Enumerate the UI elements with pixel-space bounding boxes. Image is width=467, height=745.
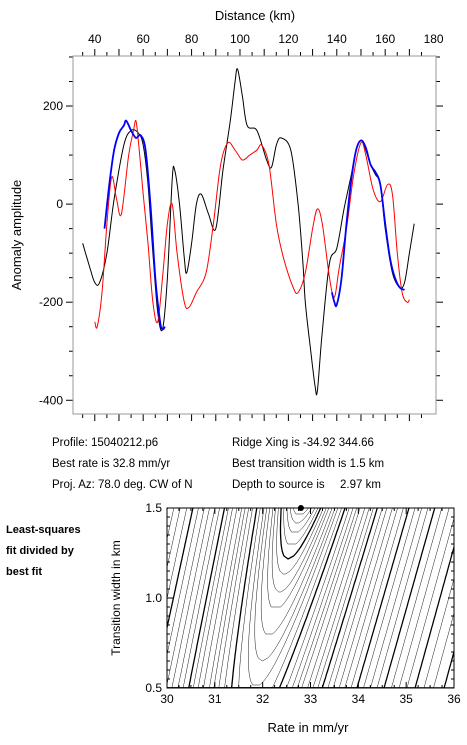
contour-x-tick-label: 31 [208,692,222,706]
anomaly-chart: Distance (km) Anomaly amplitude 40 60 80 10… [9,8,444,421]
side-note-line: Least-squares [6,524,81,536]
contour-line [224,508,350,688]
contour-line [167,517,454,688]
contour-ticks: 30 31 32 33 34 35 36 0.5 1.0 1.5 [145,501,461,706]
side-note-line: fit divided by [6,545,74,557]
contour-line [167,649,454,688]
contour-line [192,508,374,688]
contour-line [167,612,454,688]
best-rate-label: Best rate is 32.8 mm/yr [52,458,171,470]
anomaly-plot-frame [72,55,437,415]
contour-lines [167,508,454,688]
contour-line [260,508,333,635]
synthetic-line [94,119,410,329]
contour-line [271,508,327,593]
contour-line [167,687,454,688]
x-tick-label: 180 [424,32,444,46]
contour-line [218,508,354,688]
contour-line [167,687,454,688]
contour-line [197,508,370,688]
best-width-label: Best transition width is 1.5 km [232,458,385,470]
contour-line [279,508,322,560]
contour-line [177,508,388,688]
contour-y-axis-title: Transition width in km [109,540,123,656]
x-tick-label: 80 [185,32,199,46]
contour-chart: Transition width in km Rate in mm/yr 30 3… [109,501,461,735]
contour-line [209,508,361,688]
contour-line [167,508,436,688]
x-tick-label: 160 [375,32,395,46]
contour-line [167,508,398,688]
contour-x-axis-title: Rate in mm/yr [268,720,350,735]
contour-line [238,508,342,688]
contour-line [167,544,454,688]
contour-y-tick-label: 0.5 [145,681,162,695]
depth-value: 2.97 km [340,479,381,491]
side-note-line: best fit [6,566,43,578]
contour-line [171,508,393,688]
contour-y-tick-label: 1.5 [145,501,162,515]
y-tick-label: 200 [43,99,63,113]
contour-line [286,508,316,533]
depth-label: Depth to source is [232,479,325,491]
model-fit-line [103,119,166,331]
proj-az-label: Proj. Az: 78.0 deg. CW of N [52,479,193,491]
ridge-xing-label: Ridge Xing is -34.92 344.66 [232,437,374,449]
contour-line [167,508,404,688]
best-fit-marker [297,505,304,511]
contour-line [293,508,309,515]
contour-line [230,508,346,688]
y-tick-label: 0 [56,197,63,211]
x-tick-label: 40 [88,32,102,46]
y-tick-label: -400 [39,393,63,407]
anomaly-series-group [82,68,415,396]
side-note: Least-squares fit divided by best fit [6,520,81,583]
y-tick-label: -200 [39,295,63,309]
contour-x-tick-label: 35 [399,692,413,706]
contour-line [283,508,319,545]
x-tick-label: 60 [137,32,151,46]
anomaly-ticks: 40 60 80 100 120 140 160 180 200 0 -200 -400 [39,32,444,421]
contour-line [267,508,330,608]
x-axis-title: Distance (km) [215,8,295,23]
contour-line [167,508,429,688]
contour-line [167,508,416,688]
contour-line [167,508,450,688]
contour-line [254,508,336,662]
contour-line [188,508,378,688]
contour-line [182,508,383,688]
contour-line [167,508,443,688]
x-tick-label: 100 [230,32,250,46]
contour-line [167,508,422,688]
contour-x-tick-label: 34 [352,692,366,706]
best-fit-marker-group [297,505,304,511]
x-tick-label: 140 [327,32,347,46]
contour-line [203,508,366,688]
contour-line [276,508,324,575]
x-tick-label: 120 [278,32,298,46]
contour-line [248,508,339,686]
contour-line [167,508,410,688]
observed-line [82,68,415,396]
contour-x-tick-label: 30 [160,692,174,706]
model-fit-line [331,139,405,308]
profile-label: Profile: 15040212.p6 [52,437,159,449]
contour-x-tick-label: 32 [256,692,270,706]
y-axis-title: Anomaly amplitude [9,180,24,291]
contour-line [213,508,357,688]
contour-line [289,508,312,524]
contour-x-tick-label: 36 [447,692,461,706]
contour-y-tick-label: 1.0 [145,591,162,605]
contour-x-tick-label: 33 [304,692,318,706]
